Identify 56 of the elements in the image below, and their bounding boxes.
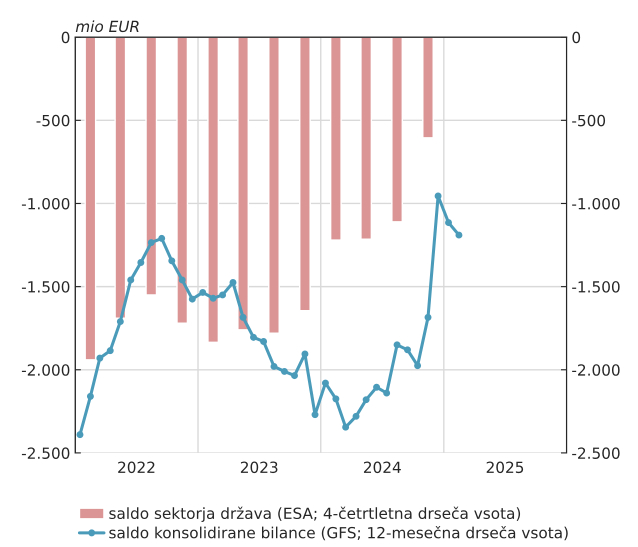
point: [445, 219, 452, 226]
y2-tick-label: -1.000: [572, 198, 620, 210]
point: [301, 350, 308, 358]
y-tick-label: -2.500: [22, 447, 70, 459]
point: [260, 338, 268, 345]
point: [342, 424, 350, 431]
legend-label: saldo sektorja država (ESA; 4-četrtletna drseča vsota): [109, 506, 520, 522]
point: [414, 362, 422, 370]
point: [332, 395, 340, 402]
point: [362, 396, 370, 404]
point: [250, 334, 257, 341]
y2-tick-label: -2.000: [572, 364, 620, 376]
point: [86, 392, 94, 400]
y-tick-label: -2.000: [22, 364, 70, 376]
point: [127, 276, 134, 284]
point: [352, 412, 360, 420]
point: [270, 362, 278, 370]
point: [455, 232, 462, 239]
y-tick-label: 0: [62, 32, 70, 44]
point: [106, 347, 114, 354]
y2-tick-label: 0: [572, 32, 580, 44]
point: [178, 276, 186, 284]
point: [280, 368, 288, 375]
point: [76, 431, 84, 438]
point: [168, 257, 176, 264]
point: [373, 384, 380, 391]
point: [291, 372, 298, 380]
point: [230, 279, 236, 286]
point: [383, 390, 390, 397]
y-axis-title: mio EUR: [76, 20, 139, 32]
point: [424, 314, 432, 321]
point: [96, 354, 104, 362]
x-tick-label: 2024: [364, 462, 401, 474]
point: [394, 341, 401, 348]
point: [137, 259, 144, 266]
point: [210, 294, 217, 302]
point: [148, 239, 155, 246]
x-tick-label: 2023: [240, 462, 278, 474]
point: [116, 318, 124, 326]
point: [199, 288, 206, 296]
point: [158, 234, 166, 242]
x-tick-label: 2025: [486, 462, 524, 474]
point: [219, 291, 226, 298]
legend-label: saldo konsolidirane bilance (GFS; 12-mesečna drseča vsota): [109, 526, 568, 540]
y2-tick-label: -500: [572, 114, 606, 126]
point: [188, 296, 196, 303]
point: [434, 192, 442, 200]
y-tick-label: -1.000: [22, 198, 70, 210]
point: [240, 314, 247, 321]
point: [404, 346, 411, 354]
y-tick-label: -1.500: [22, 281, 70, 293]
x-tick-label: 2022: [118, 462, 154, 474]
y2-tick-label: -1.500: [572, 281, 620, 293]
y-tick-label: -500: [36, 114, 70, 126]
y2-tick-label: -2.500: [572, 447, 620, 459]
point: [312, 411, 318, 418]
